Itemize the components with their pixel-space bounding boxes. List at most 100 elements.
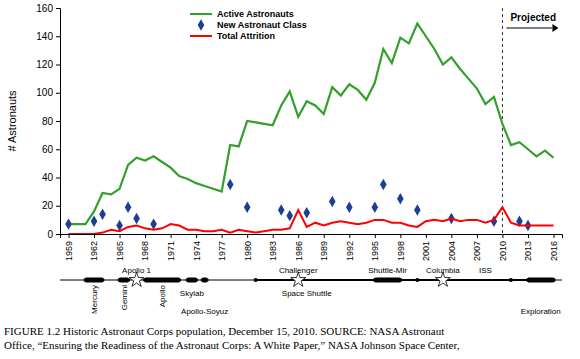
x-tick: 2010 — [498, 234, 508, 261]
y-tick-label: 80 — [42, 116, 54, 127]
program-end — [126, 278, 130, 282]
x-tick: 1989 — [319, 234, 329, 261]
caption: FIGURE 1.2 Historic Astronaut Corps popu… — [4, 325, 444, 337]
annotation-arrow — [506, 28, 552, 29]
x-tick-label: 2004 — [447, 241, 457, 261]
y-tick: 100 — [36, 87, 60, 98]
x-tick: 1971 — [166, 234, 176, 261]
program-end — [118, 278, 122, 282]
program-span — [86, 278, 103, 283]
program-label: Exploration — [521, 307, 561, 316]
x-tick: 1974 — [192, 234, 202, 261]
y-tick: 40 — [42, 172, 60, 183]
x-tick: 2007 — [472, 234, 482, 261]
legend-label: Active Astronauts — [217, 9, 294, 19]
y-tick-label: 160 — [36, 3, 53, 14]
x-tick-mark — [247, 234, 248, 238]
program-end — [101, 278, 105, 282]
marker — [227, 179, 234, 190]
x-tick-label: 1971 — [166, 241, 176, 261]
plot-area — [65, 24, 553, 234]
x-tick: 1995 — [370, 234, 380, 261]
caption: Office, “Ensuring the Readiness of the A… — [4, 339, 460, 351]
x-tick: 1983 — [268, 234, 278, 261]
x-tick-label: 2007 — [472, 241, 482, 261]
program-end — [177, 278, 181, 282]
marker — [125, 201, 132, 212]
x-tick-mark — [426, 234, 427, 238]
x-tick-label: 1962 — [89, 241, 99, 261]
program-end — [551, 278, 555, 282]
legend-label: Total Attrition — [217, 31, 275, 41]
program-label: Space Shuttle — [282, 289, 332, 298]
marker — [397, 193, 404, 204]
marker — [278, 204, 285, 215]
y-tick-mark — [56, 65, 60, 66]
event-label: Challenger — [279, 266, 318, 275]
y-tick-label: 140 — [36, 31, 53, 42]
x-tick: 1977 — [217, 234, 227, 261]
annotation-text: Projected — [510, 12, 556, 23]
program-end — [526, 278, 530, 282]
marker — [380, 179, 387, 190]
y-tick: 60 — [42, 144, 60, 155]
x-tick-mark — [553, 234, 554, 238]
marker — [65, 218, 72, 229]
x-tick-label: 2001 — [421, 241, 431, 261]
x-tick: 1962 — [89, 234, 99, 261]
marker — [414, 204, 421, 215]
x-tick-label: 2013 — [523, 241, 533, 261]
y-tick-label: 100 — [36, 87, 53, 98]
marker — [133, 213, 140, 224]
x-tick-label: 1992 — [345, 241, 355, 261]
x-tick-label: 1998 — [396, 241, 406, 261]
series-line — [69, 207, 554, 234]
y-axis-line — [56, 9, 61, 235]
y-tick-label: 0 — [47, 229, 53, 240]
y-axis-title: # Astronauts — [6, 90, 18, 152]
x-tick: 2016 — [549, 234, 559, 261]
program-end — [551, 278, 555, 282]
x-tick: 1992 — [345, 234, 355, 261]
y-tick: 0 — [47, 229, 60, 240]
program-span — [375, 278, 401, 283]
marker — [286, 210, 293, 221]
x-tick-mark — [502, 234, 503, 238]
x-tick-mark — [69, 234, 70, 238]
x-tick: 1986 — [294, 234, 304, 261]
x-tick: 2001 — [421, 234, 431, 261]
x-tick: 1965 — [115, 234, 125, 261]
event-label: Columbia — [426, 266, 460, 275]
x-tick-mark — [400, 234, 401, 238]
x-tick-label: 1989 — [319, 241, 329, 261]
legend-swatch — [190, 35, 212, 37]
y-tick-mark — [56, 8, 60, 9]
x-tick-label: 1995 — [370, 241, 380, 261]
x-tick-mark — [298, 234, 299, 238]
y-tick-mark — [56, 36, 60, 37]
y-tick-mark — [56, 234, 60, 235]
y-tick-label: 120 — [36, 59, 53, 70]
chart: 0 20 40 60 80 100 120 140 160 1959 1962 1965 1968 197… — [0, 0, 580, 359]
x-tick-label: 1986 — [294, 241, 304, 261]
program-end — [84, 278, 88, 282]
program-label: Gemini — [120, 285, 129, 311]
marker — [329, 196, 336, 207]
y-tick: 80 — [42, 116, 60, 127]
program-label: Mercury — [90, 285, 99, 314]
y-tick-mark — [56, 178, 60, 179]
x-tick: 1968 — [140, 234, 150, 261]
marker — [372, 201, 379, 212]
x-tick-label: 1959 — [64, 241, 74, 261]
x-tick: 1980 — [243, 234, 253, 261]
program-span — [145, 278, 179, 283]
x-tick-mark — [349, 234, 350, 238]
x-tick-label: 2010 — [498, 241, 508, 261]
y-axis: 0 20 40 60 80 100 120 140 160 — [36, 3, 60, 240]
x-tick-mark — [375, 234, 376, 238]
y-tick-label: 20 — [42, 200, 54, 211]
program-label: Shuttle-Mir — [368, 266, 407, 275]
program-span — [528, 278, 554, 283]
x-tick-mark — [477, 234, 478, 238]
x-tick-mark — [528, 234, 529, 238]
